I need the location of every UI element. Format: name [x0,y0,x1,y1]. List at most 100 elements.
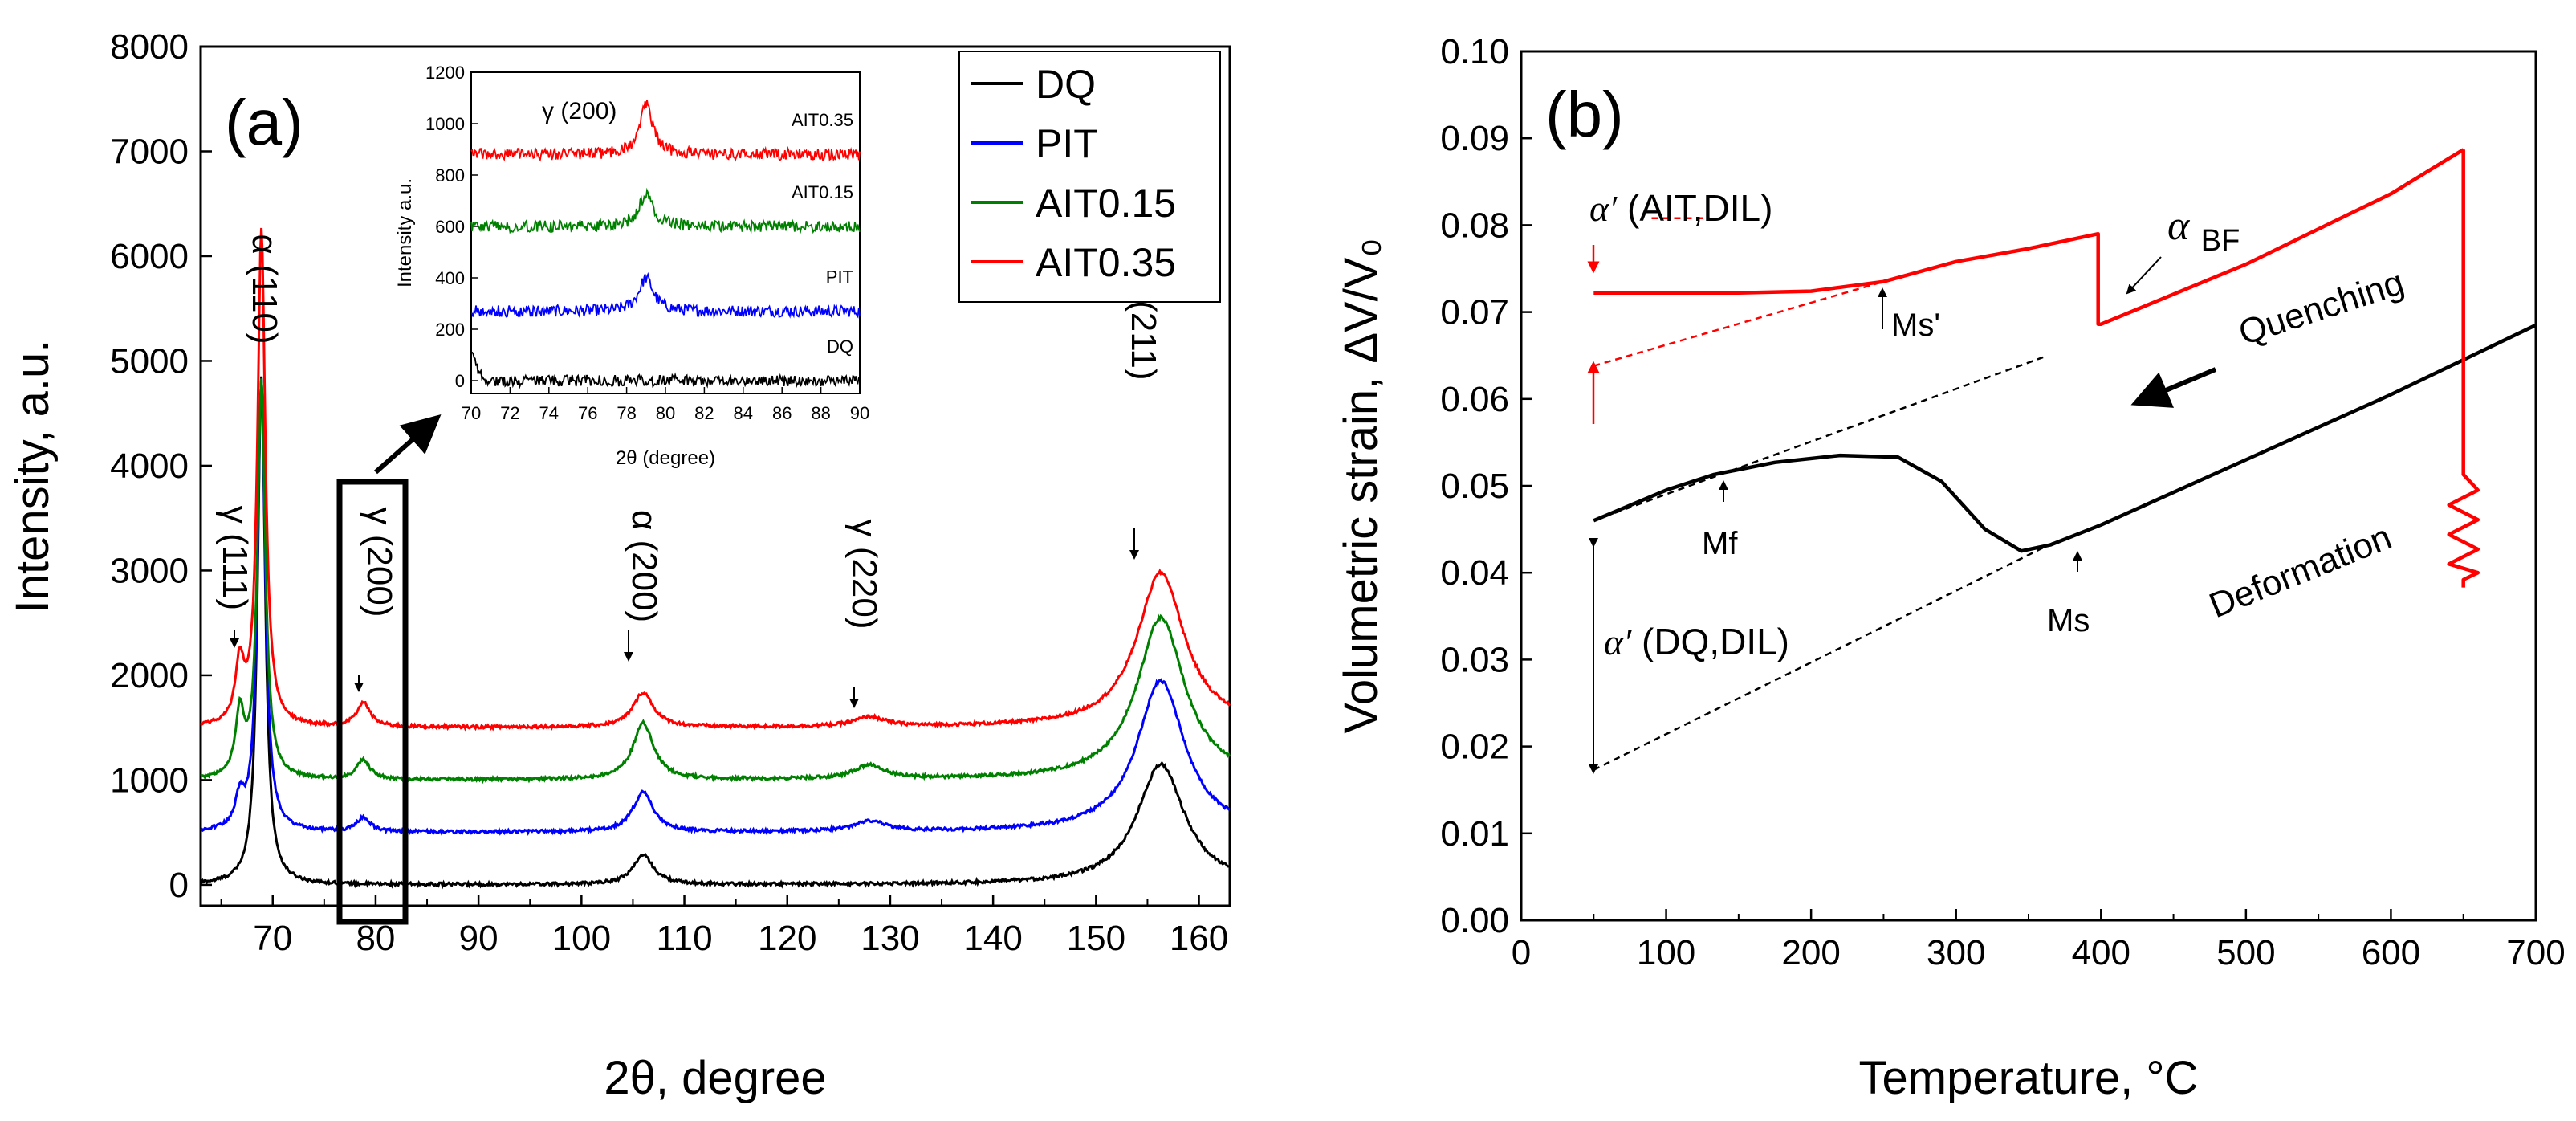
inset-x-tick-label: 86 [772,403,792,423]
dil-panel-label: (b) [1545,79,1624,150]
inset-y-axis-label: Intensity a.u. [394,178,416,287]
ms-label: Ms [2047,603,2090,638]
xrd-y-tick-label: 4000 [110,446,189,486]
dil-y-tick-label: 0.03 [1440,640,1509,679]
dil-y-tick-label: 0.05 [1440,467,1509,506]
inset-y-tick-label: 400 [435,268,465,288]
alpha-ait-text: (AIT,DIL) [1627,187,1772,229]
xrd-peak-label: α (110) [245,234,284,344]
inset-x-axis-label: 2θ (degree) [616,447,715,469]
xrd-peak-label: γ (200) [360,508,399,618]
legend-label-dq: DQ [1036,62,1096,107]
legend-frame [958,51,1221,303]
inset-x-tick-label: 70 [462,403,481,423]
dil-series-dq-extrapolation-mf-line- [1593,356,2044,522]
dil-x-tick-label: 200 [1781,933,1840,972]
xrd-x-tick-label: 80 [356,919,395,958]
xrd-y-tick-label: 7000 [110,132,189,171]
xrd-x-tick-label: 70 [253,919,292,958]
gamma-200-highlight-box [336,479,409,925]
dil-series-dq-extrapolation-ms-line- [1593,540,2058,771]
inset-x-tick-label: 88 [811,403,830,423]
alpha-ait-label: α′ (AIT,DIL) [1589,187,1772,229]
xrd-y-tick-label: 1000 [110,760,189,800]
deformation-label: Deformation [2204,517,2397,626]
dil-y-tick-label: 0.04 [1440,553,1509,593]
xrd-series-ait035 [199,227,1231,732]
inset-series-ait015 [470,187,861,234]
mf-label: Mf [1702,526,1738,561]
xrd-axis-ticks: 70 80 90 100 110 120 130 140 150 1600100020003000… [110,27,1228,958]
xrd-y-tick-label: 2000 [110,656,189,695]
inset-series-label: DQ [827,336,853,357]
xrd-x-tick-label: 160 [1170,919,1228,958]
xrd-x-axis-label: 2θ, degree [604,1052,826,1104]
xrd-series [199,227,1231,890]
legend-label-pit: PIT [1036,121,1098,166]
xrd-peak-label: γ (111) [215,506,254,610]
dil-x-tick-label: 0 [1512,933,1531,972]
alpha-bf-subscript: BF [2201,224,2240,258]
xrd-y-tick-label: 8000 [110,27,189,67]
inset-x-tick-label: 84 [734,403,753,423]
xrd-x-tick-label: 110 [656,919,712,958]
dil-axis-ticks: 0 100 200 300 400 500 600 700 0.00 0.01 0.02 0.03 0.… [1440,32,2565,972]
xrd-y-axis-label: Intensity, a.u. [6,340,59,613]
dil-x-axis-label: Temperature, °C [1859,1052,2199,1104]
inset-x-tick-label: 82 [694,403,714,423]
xrd-y-tick-label: 3000 [110,551,189,590]
dil-y-tick-label: 0.02 [1440,728,1509,767]
inset-x-tick-label: 90 [850,403,869,423]
dil-series [1593,148,2537,771]
xrd-series-pit [200,378,1231,836]
inset-y-tick-label: 600 [435,217,465,237]
legend-label-ait015: AIT0.15 [1036,181,1176,226]
inset-series-label: AIT0.15 [792,182,853,202]
inset-y-tick-label: 1200 [425,63,465,83]
inset-series-label: PIT [826,267,853,287]
xrd-legend: DQ PIT AIT0.15 AIT0.35 [958,51,1221,303]
xrd-x-tick-label: 90 [459,919,499,958]
xrd-x-tick-label: 100 [552,919,611,958]
xrd-plot-frame [199,45,1231,907]
alpha-dq-text: (DQ,DIL) [1642,621,1789,662]
dil-series-ait-extrapolation [1593,280,1884,367]
dil-x-tick-label: 700 [2506,933,2565,972]
legend-label-ait035: AIT0.35 [1036,240,1176,285]
inset-x-tick-label: 74 [539,403,559,423]
alpha-prime-symbol: α′ [1604,622,1632,662]
dil-plot-frame [1520,50,2537,922]
inset-plot-frame [470,71,861,394]
xrd-y-tick-label: 0 [169,866,189,905]
xrd-panel-label: (a) [225,87,303,158]
xrd-x-tick-label: 120 [758,919,816,958]
xrd-peak-label: α (200) [625,510,664,622]
dil-y-tick-label: 0.07 [1440,293,1509,332]
xrd-peak-label: γ (220) [844,520,884,630]
dil-x-tick-label: 600 [2362,933,2420,972]
quenching-label: Quenching [2234,263,2409,353]
inset-x-tick-label: 72 [500,403,519,423]
dil-series-dq-dilatometry- [1593,323,2537,553]
xrd-panel: 70 80 90 100 110 120 130 140 150 1600100020003000… [6,27,1231,1104]
inset-axis-ticks: 70 72 74 76 78 80 82 84 86 88 90 0 200 400 600 800 1000 1… [425,63,869,423]
zoom-arrow [374,414,442,475]
dil-series-ait-dilatometry- [1593,148,2464,326]
dil-x-tick-label: 500 [2216,933,2275,972]
dilatometry-panel: 0 100 200 300 400 500 600 700 0.00 0.01 0.02 0.03 0.… [1335,32,2566,1104]
dil-x-tick-label: 300 [1927,933,1985,972]
xrd-series-dq [199,376,1231,890]
inset-series-pit [470,271,861,320]
inset-x-tick-label: 80 [656,403,675,423]
quenching-arrow [2130,367,2217,408]
inset-series-ait035 [470,100,861,162]
inset-y-tick-label: 0 [455,371,465,391]
xrd-y-tick-label: 5000 [110,341,189,381]
dil-x-tick-label: 400 [2072,933,2130,972]
ms-prime-label: Ms' [1891,308,1940,343]
dil-y-tick-label: 0.08 [1440,206,1509,245]
xrd-x-tick-label: 130 [861,919,919,958]
dil-y-tick-label: 0.00 [1440,901,1509,940]
xrd-series-ait015 [200,378,1231,785]
dil-series-deformation [2447,149,2480,588]
